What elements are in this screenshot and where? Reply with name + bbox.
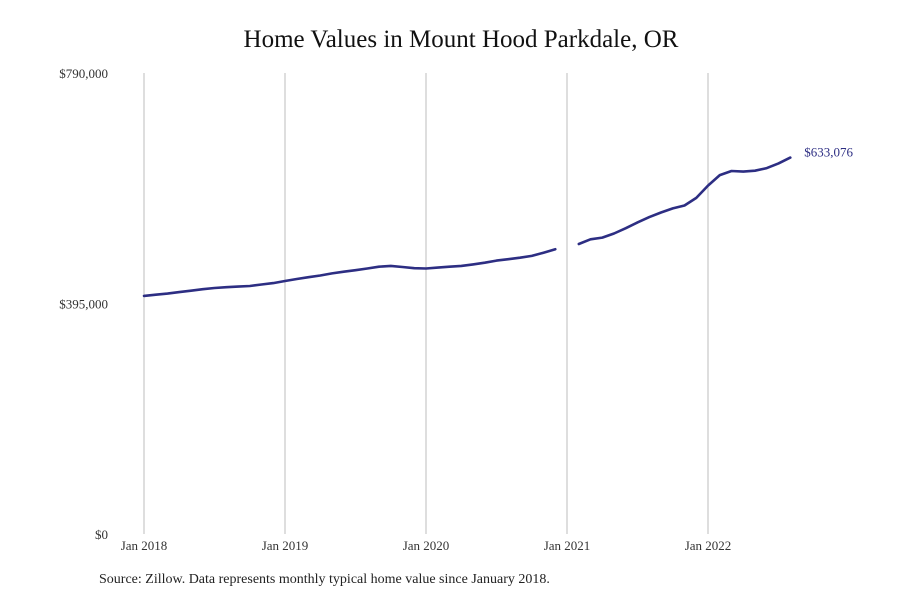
series-line [142,247,557,298]
x-tick-label: Jan 2022 [685,538,732,553]
y-tick-label: $0 [95,527,108,542]
x-tick-label: Jan 2018 [121,538,168,553]
chart-title: Home Values in Mount Hood Parkdale, OR [243,26,679,53]
y-axis: $0 $395,000 $790,000 [59,66,108,542]
x-tick-label: Jan 2021 [544,538,591,553]
y-tick-label: $395,000 [59,297,108,312]
end-value-label: $633,076 [804,145,853,160]
y-tick-label: $790,000 [59,66,108,81]
grid-lines [143,73,709,534]
x-tick-label: Jan 2020 [403,538,450,553]
series-lines [142,156,792,298]
series-line [577,156,792,246]
source-note: Source: Zillow. Data represents monthly … [99,572,550,587]
x-axis: Jan 2018 Jan 2019 Jan 2020 Jan 2021 Jan 2022 [121,538,732,553]
x-tick-label: Jan 2019 [262,538,309,553]
